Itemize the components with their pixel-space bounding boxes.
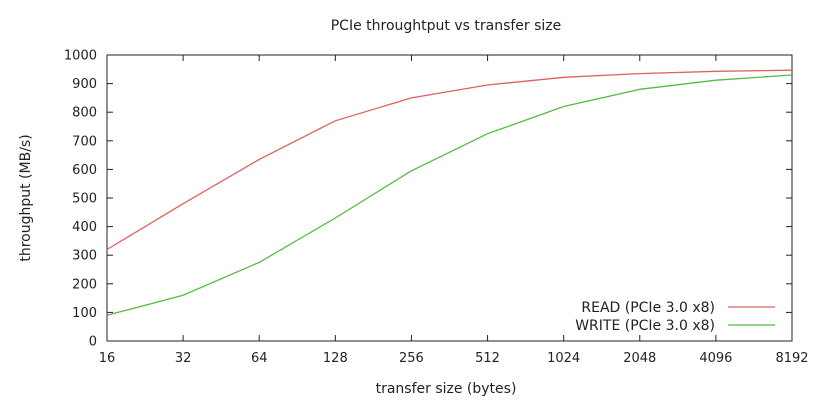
x-tick-label: 4096 (699, 351, 732, 366)
legend-label: WRITE (PCIe 3.0 x8) (575, 318, 715, 334)
y-tick-label: 700 (72, 134, 97, 149)
y-tick-label: 0 (89, 335, 97, 350)
y-axis-title: throughput (MB/s) (18, 134, 34, 261)
x-axis-title: transfer size (bytes) (376, 381, 517, 397)
chart-title: PCIe throughtput vs transfer size (331, 18, 562, 34)
x-tick-label: 256 (399, 351, 424, 366)
y-tick-label: 200 (72, 277, 97, 292)
series-line-read (106, 69, 793, 251)
y-tick-label: 500 (72, 192, 97, 207)
y-tick-label: 400 (72, 220, 97, 235)
x-tick-label: 32 (175, 351, 192, 366)
legend: READ (PCIe 3.0 x8) WRITE (PCIe 3.0 x8) (575, 300, 775, 334)
y-tick-label: 900 (72, 77, 97, 92)
x-tick-label: 16 (99, 351, 116, 366)
series-line-write (106, 74, 793, 316)
x-tick-label: 128 (323, 351, 348, 366)
y-tick-label: 100 (72, 306, 97, 321)
x-tick-label: 2048 (623, 351, 656, 366)
series-layer (106, 69, 793, 316)
x-tick-label: 1024 (547, 351, 580, 366)
y-tick-label: 1000 (64, 49, 97, 64)
y-tick-label: 800 (72, 106, 97, 121)
plot-frame (106, 54, 793, 342)
y-axis: 0 100 200 300 400 500 600 700 800 900 1000 (64, 49, 792, 350)
x-tick-label: 8192 (775, 351, 808, 366)
x-tick-label: 64 (251, 351, 268, 366)
y-tick-label: 600 (72, 163, 97, 178)
x-axis: 16 32 64 128 256 512 1024 2048 4096 8192 (99, 55, 809, 366)
legend-label: READ (PCIe 3.0 x8) (581, 300, 715, 316)
x-tick-label: 512 (475, 351, 500, 366)
y-tick-label: 300 (72, 249, 97, 264)
